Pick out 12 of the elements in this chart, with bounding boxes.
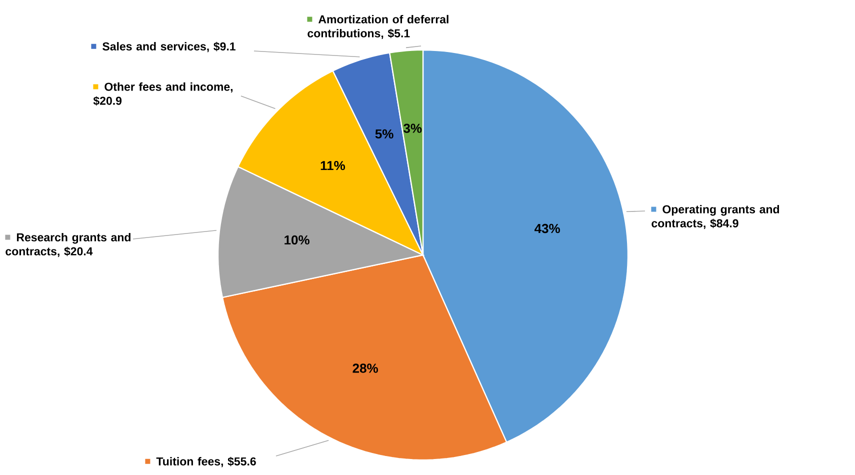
text: 10%: [284, 235, 310, 245]
text: 43%: [534, 224, 560, 234]
legend-label: Amortization of deferral contributions, $5.1: [308, 14, 448, 40]
legend-label: Research grants and contracts, $20.4: [6, 232, 130, 258]
text: 3%: [404, 124, 422, 133]
text: 11%: [320, 160, 346, 170]
legend-label: Other fees and income, $20.9: [93, 82, 233, 106]
legend-label: Sales and services, $9.1: [102, 42, 236, 52]
legend-label: Tuition fees, $55.6: [156, 456, 256, 468]
text: 28%: [352, 364, 378, 373]
text: 5%: [375, 129, 394, 139]
legend-label: Operating grants and contracts, $84.9: [652, 204, 779, 230]
